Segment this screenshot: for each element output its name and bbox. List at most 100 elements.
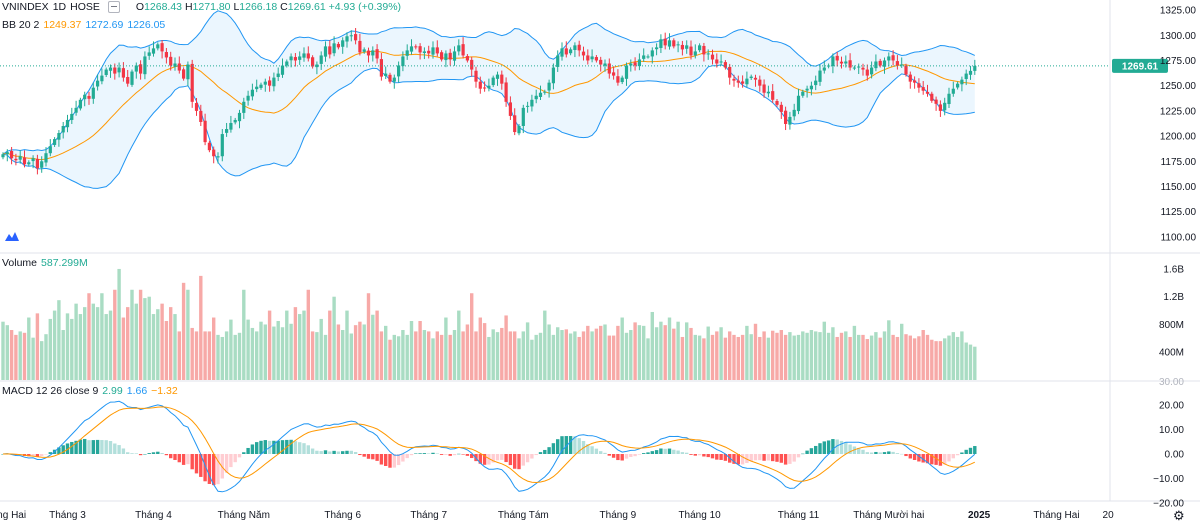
symbol-name[interactable]: VNINDEX: [2, 1, 49, 13]
volume-bar: [366, 293, 371, 380]
macd-histogram-bar: [164, 454, 169, 456]
bb-legend[interactable]: BB 20 2 1249.37 1272.69 1226.05: [2, 19, 165, 31]
volume-bar: [255, 331, 259, 380]
volume-bar: [126, 307, 130, 380]
volume-bar: [452, 330, 457, 380]
macd-histogram-bar: [482, 454, 487, 465]
price-tick-label: 1225.00: [1160, 106, 1197, 117]
volume-bar: [263, 324, 267, 380]
macd-histogram-bar: [685, 452, 689, 454]
candle-body: [719, 61, 723, 63]
volume-bar: [315, 332, 319, 380]
candle-body: [233, 119, 237, 123]
candle-body: [130, 71, 134, 85]
time-tick-label: Tháng 11: [778, 510, 820, 521]
macd-histogram-bar: [693, 454, 697, 456]
time-tick-label: Tháng 6: [324, 510, 361, 521]
volume-bar: [960, 331, 964, 380]
volume-bar: [547, 324, 551, 380]
candle-body: [328, 46, 332, 55]
macd-histogram-bar: [525, 454, 530, 463]
candle-body: [792, 109, 796, 117]
volume-bar: [685, 322, 689, 380]
close-label: C: [280, 1, 288, 13]
volume-bar: [465, 324, 470, 380]
volume-bar: [586, 325, 590, 380]
candle-body: [818, 70, 822, 82]
volume-bar: [336, 324, 341, 380]
volume-bar: [495, 332, 500, 380]
volume-bar: [740, 334, 745, 380]
volume-bar: [693, 334, 697, 380]
candle-body: [259, 84, 263, 88]
macd-histogram-bar: [973, 446, 977, 454]
candle-body: [710, 54, 715, 60]
volume-bar: [371, 314, 375, 380]
candle-body: [556, 55, 560, 67]
settings-gear-icon[interactable]: ⚙: [1173, 508, 1185, 523]
volume-bar: [637, 325, 642, 380]
candle-body: [775, 101, 779, 105]
open-label: O: [135, 1, 145, 13]
volume-bar: [461, 331, 465, 380]
macd-histogram-bar: [844, 442, 848, 454]
volume-bar: [237, 332, 242, 380]
macd-histogram-bar: [439, 454, 444, 455]
candle-body: [349, 35, 353, 37]
candle-body: [48, 146, 52, 154]
candle-body: [530, 99, 534, 107]
collapse-icon[interactable]: [107, 1, 120, 13]
candle-body: [422, 51, 426, 54]
candle-body: [934, 99, 938, 104]
symbol-interval[interactable]: 1D: [52, 1, 67, 13]
volume-bar: [624, 332, 629, 380]
volume-bar: [874, 332, 878, 380]
macd-histogram-bar: [869, 452, 874, 454]
macd-histogram-bar: [491, 454, 495, 463]
candle-body: [715, 59, 719, 64]
macd-histogram-bar: [826, 440, 831, 454]
macd-histogram-bar: [87, 440, 91, 454]
macd-histogram-bar: [233, 454, 237, 463]
volume-bar: [680, 336, 685, 380]
candle-body: [526, 105, 530, 107]
candle-body: [65, 119, 70, 128]
bb-lower-value: 1226.05: [127, 19, 166, 31]
candle-body: [100, 75, 104, 82]
volume-bar: [186, 289, 190, 380]
macd-histogram-bar: [646, 452, 650, 454]
candle-body: [87, 95, 91, 99]
macd-histogram-bar: [31, 454, 35, 456]
tradingview-logo-icon[interactable]: [4, 230, 20, 242]
volume-legend[interactable]: Volume 587.299M: [2, 257, 88, 269]
macd-histogram-bar: [422, 453, 427, 454]
candle-body: [835, 55, 839, 61]
macd-legend[interactable]: MACD 12 26 close 9 2.99 1.66 −1.32: [2, 385, 178, 397]
macd-histogram-bar: [964, 449, 968, 454]
volume-bar: [5, 325, 9, 380]
candle-body: [470, 59, 474, 70]
macd-histogram-bar: [775, 454, 779, 462]
macd-histogram-bar: [878, 452, 882, 454]
macd-histogram-bar: [263, 440, 267, 454]
candle-body: [693, 51, 697, 56]
macd-histogram-bar: [517, 454, 521, 470]
candle-body: [10, 150, 14, 159]
macd-histogram-bar: [177, 454, 181, 463]
macd-histogram-bar: [831, 439, 835, 454]
candle-body: [633, 62, 637, 66]
candle-body: [861, 67, 865, 70]
volume-bar: [513, 331, 517, 380]
candle-body: [366, 50, 371, 56]
candle-body: [323, 46, 328, 57]
macd-histogram-bar: [573, 436, 577, 454]
candle-body: [70, 113, 74, 120]
price-tick-label: 1325.00: [1160, 6, 1197, 17]
candle-body: [659, 39, 663, 48]
volume-tick-label: 1.6B: [1163, 264, 1184, 275]
macd-histogram-bar: [427, 453, 431, 454]
volume-bar: [766, 337, 771, 380]
price-tick-label: 1300.00: [1160, 31, 1197, 42]
macd-histogram-bar: [74, 440, 78, 454]
